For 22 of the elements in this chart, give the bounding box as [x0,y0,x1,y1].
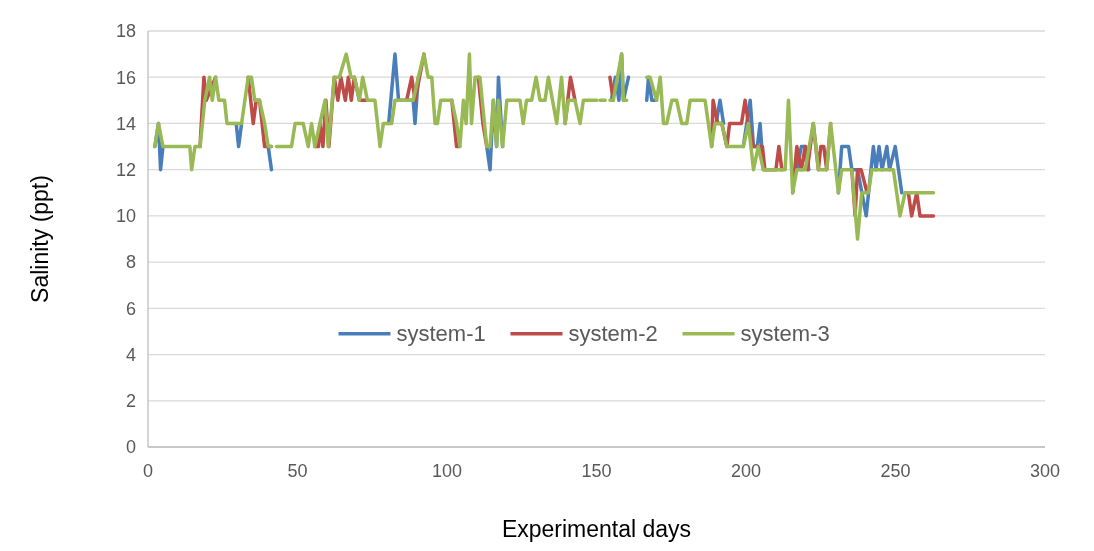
y-tick-label: 6 [125,298,136,319]
x-tick-label: 200 [730,461,762,481]
y-tick-label: 18 [115,21,136,42]
legend-label: system-3 [740,321,830,347]
y-tick-label: 8 [125,252,136,273]
y-tick-label: 2 [125,391,136,412]
y-tick-label: 16 [115,67,136,88]
y-tick-label: 10 [115,206,136,227]
x-tick-label: 0 [142,461,154,481]
x-tick-label: 300 [1029,461,1061,481]
x-tick-label: 50 [287,461,308,481]
x-tick-label: 100 [431,461,463,481]
y-tick-label: 4 [125,344,136,365]
legend-label: system-2 [568,321,658,347]
y-axis-title: Salinity (ppt) [27,175,53,303]
legend-label: system-1 [396,321,486,347]
y-tick-label: 0 [125,437,136,458]
y-tick-label: 14 [115,113,136,134]
x-axis-title: Experimental days [501,516,692,542]
x-tick-label: 150 [581,461,612,481]
x-tick-label: 250 [880,461,911,481]
y-tick-label: 12 [115,159,136,180]
